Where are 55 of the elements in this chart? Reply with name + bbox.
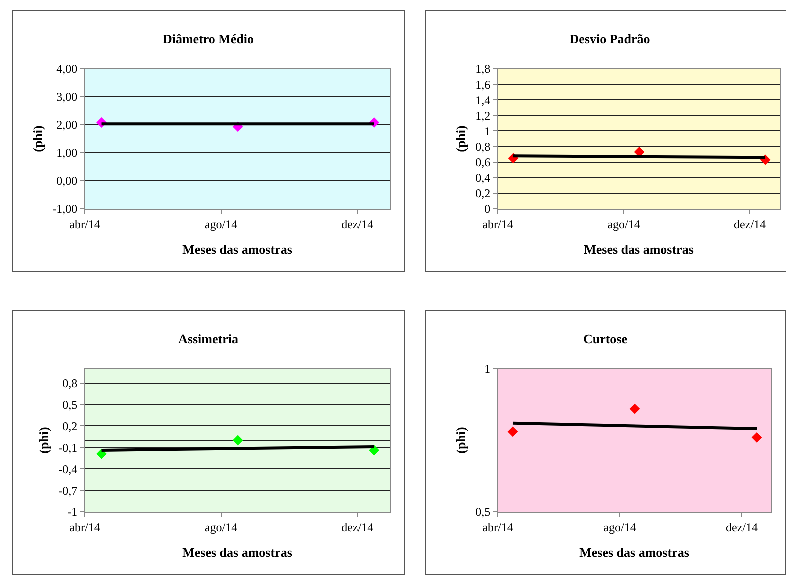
y-tick-label: 0,4: [476, 171, 491, 186]
x-tick-label: dez/14: [342, 217, 374, 232]
x-tick-label: abr/14: [70, 520, 100, 534]
y-tick-label: -1: [68, 505, 78, 520]
chart-title: Desvio Padrão: [570, 31, 650, 46]
y-tick-label: 4,00: [56, 62, 78, 76]
y-tick-label: -0,4: [58, 462, 78, 476]
y-tick-label: 2,00: [56, 118, 78, 132]
y-tick-label: 0,6: [476, 156, 491, 170]
y-axis-title: (phi): [454, 126, 469, 152]
y-tick-label: 1: [484, 362, 491, 376]
y-tick-label: 1,8: [476, 62, 491, 76]
y-tick-label: -0,7: [58, 484, 78, 498]
y-tick-label: 1,2: [476, 108, 491, 123]
x-axis-title: Meses das amostras: [584, 242, 694, 257]
point: [232, 435, 244, 446]
y-tick-label: 1: [484, 124, 491, 138]
x-axis-title: Meses das amostras: [182, 545, 292, 560]
x-tick-label: ago/14: [608, 217, 640, 232]
point: [508, 426, 518, 438]
point: [96, 448, 107, 460]
y-tick-label: 0: [484, 202, 491, 216]
y-tick-label: 0,8: [476, 140, 491, 154]
point: [369, 445, 380, 456]
chart-title: Assimetria: [178, 331, 239, 346]
y-tick-label: 0,8: [62, 376, 78, 390]
x-tick-label: dez/14: [342, 520, 374, 534]
y-tick-label: 0,5: [476, 505, 491, 520]
y-tick-label: -1,00: [52, 202, 78, 216]
y-tick-label: 1,4: [476, 93, 491, 108]
y-axis-title: (phi): [30, 126, 46, 152]
y-tick-label: 0,2: [476, 186, 491, 201]
y-tick-label: 1,00: [56, 146, 78, 160]
y-tick-label: 3,00: [56, 90, 78, 104]
y-axis-title: (phi): [36, 427, 52, 454]
x-tick-label: abr/14: [482, 217, 514, 232]
x-axis-title: Meses das amostras: [580, 545, 690, 560]
x-tick-label: dez/14: [734, 217, 766, 232]
point: [752, 432, 762, 443]
y-tick-label: 0,2: [62, 419, 78, 434]
x-axis-title: Meses das amostras: [182, 242, 292, 257]
y-axis-title: (phi): [454, 427, 469, 454]
x-tick-label: abr/14: [482, 520, 514, 534]
x-tick-label: abr/14: [70, 217, 100, 232]
y-tick-label: 0,00: [56, 174, 78, 188]
x-tick-label: dez/14: [726, 520, 758, 534]
x-tick-label: ago/14: [604, 520, 636, 534]
point: [630, 404, 640, 414]
y-tick-label: -0,1: [58, 440, 78, 455]
x-tick-label: ago/14: [204, 217, 238, 232]
chart-title: Diâmetro Médio: [162, 31, 254, 46]
chart-title: Curtose: [583, 331, 628, 346]
x-tick-label: ago/14: [204, 520, 238, 534]
y-tick-label: 0,5: [62, 398, 78, 412]
y-tick-label: 1,6: [476, 78, 491, 92]
